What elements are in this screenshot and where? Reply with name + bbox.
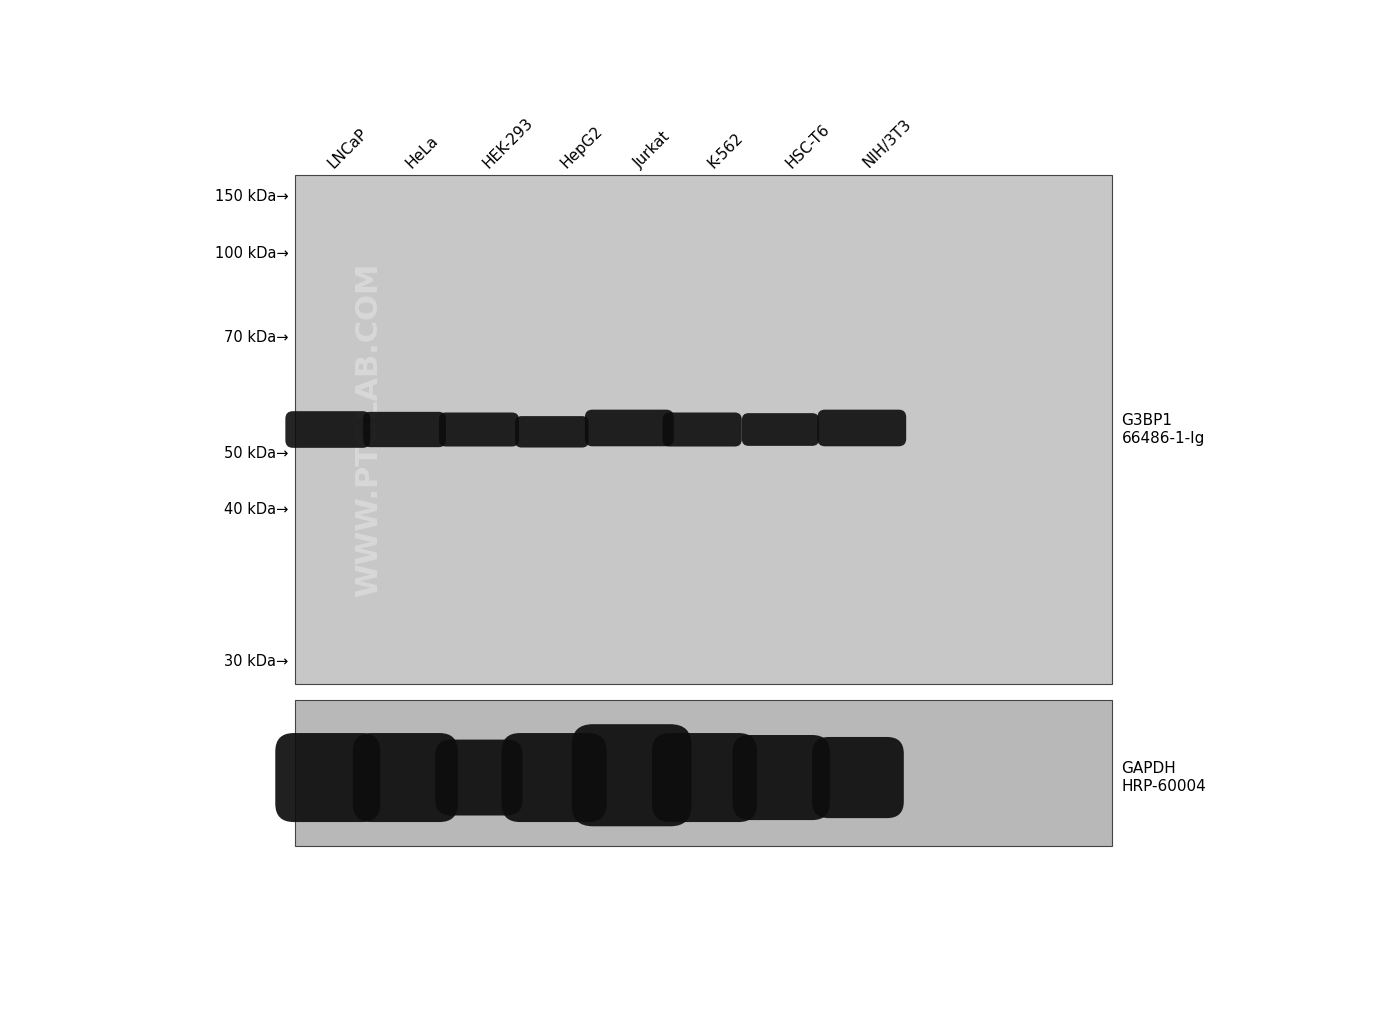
Text: K-562: K-562: [706, 129, 746, 171]
FancyBboxPatch shape: [663, 413, 742, 446]
Text: HeLa: HeLa: [403, 132, 441, 171]
FancyBboxPatch shape: [651, 733, 757, 822]
Text: 50 kDa→: 50 kDa→: [225, 446, 289, 461]
Text: 100 kDa→: 100 kDa→: [215, 246, 289, 261]
FancyBboxPatch shape: [275, 733, 381, 822]
FancyBboxPatch shape: [286, 412, 370, 447]
Text: HSC-T6: HSC-T6: [783, 121, 833, 171]
FancyBboxPatch shape: [435, 740, 523, 815]
Text: 70 kDa→: 70 kDa→: [223, 330, 289, 345]
Text: HepG2: HepG2: [558, 123, 605, 171]
FancyBboxPatch shape: [817, 410, 907, 446]
Text: 40 kDa→: 40 kDa→: [225, 502, 289, 517]
Bar: [294, 174, 1112, 685]
Text: HEK-293: HEK-293: [480, 115, 537, 171]
FancyBboxPatch shape: [812, 737, 904, 818]
FancyBboxPatch shape: [732, 735, 830, 820]
Text: 30 kDa→: 30 kDa→: [225, 654, 289, 668]
FancyBboxPatch shape: [572, 725, 692, 826]
Text: NIH/3T3: NIH/3T3: [861, 117, 914, 171]
FancyBboxPatch shape: [585, 410, 674, 446]
FancyBboxPatch shape: [439, 413, 519, 446]
Text: LNCaP: LNCaP: [325, 125, 371, 171]
Bar: [294, 700, 1112, 846]
FancyBboxPatch shape: [353, 733, 458, 822]
Text: G3BP1
66486-1-Ig: G3BP1 66486-1-Ig: [1122, 414, 1205, 445]
Text: Jurkat: Jurkat: [632, 128, 674, 171]
FancyBboxPatch shape: [742, 413, 819, 446]
Text: GAPDH
HRP-60004: GAPDH HRP-60004: [1122, 761, 1207, 794]
FancyBboxPatch shape: [363, 412, 446, 447]
Text: 150 kDa→: 150 kDa→: [215, 189, 289, 204]
FancyBboxPatch shape: [502, 733, 607, 822]
FancyBboxPatch shape: [515, 416, 589, 447]
Text: WWW.PTGLAB.COM: WWW.PTGLAB.COM: [353, 262, 382, 597]
